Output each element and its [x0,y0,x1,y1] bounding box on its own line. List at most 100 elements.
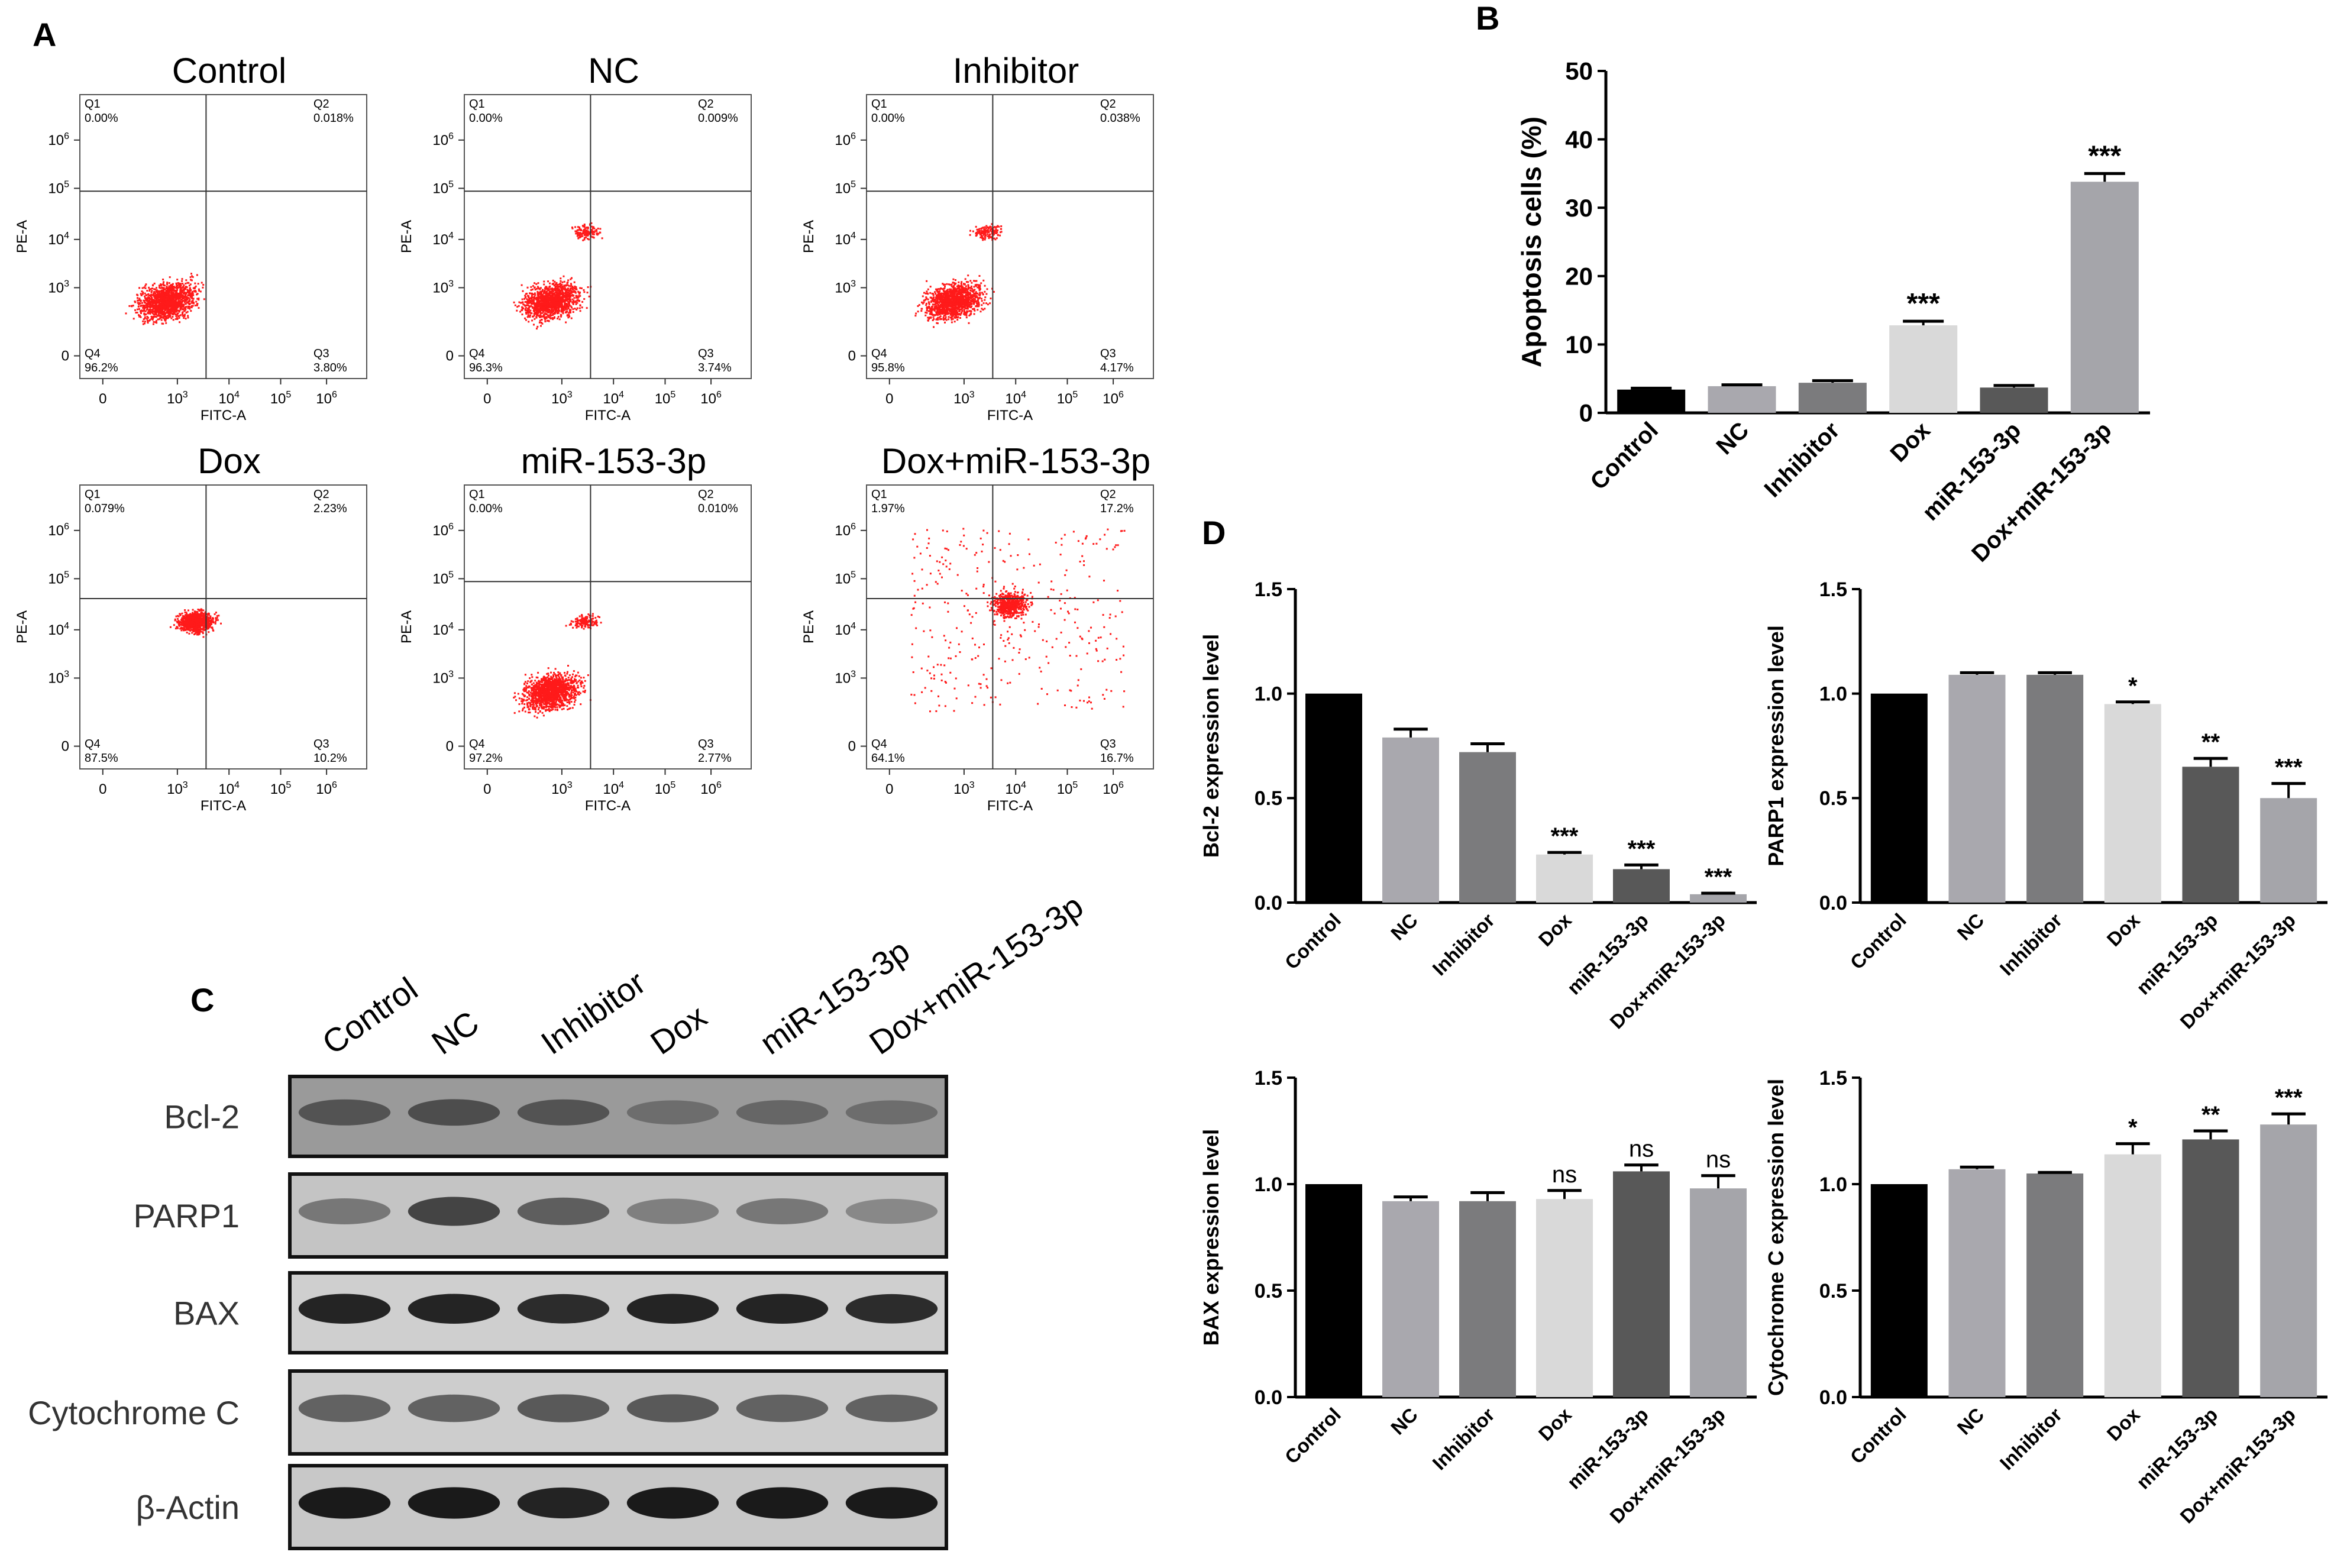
flow-event [560,297,562,299]
flow-event [519,302,522,304]
flow-event [971,298,974,300]
flow-event [958,281,960,283]
flow-event [958,286,960,289]
flow-event [935,300,937,302]
flow-event [953,285,955,287]
flow-event [554,295,557,297]
flow-event [528,298,531,300]
flow-event [969,303,972,305]
flow-event [535,316,538,319]
flow-event [155,303,157,305]
flow-event [596,233,598,235]
flow-event [172,296,174,299]
flow-event [187,294,189,296]
flow-event [936,290,939,293]
flow-event [553,306,555,309]
flow-event [544,287,546,289]
flow-event [981,235,983,237]
quadrant-q3-value: 4.17% [1100,361,1134,374]
flow-event [555,300,557,302]
flow-event [524,301,526,303]
flow-event [977,286,979,289]
flow-event [987,227,990,229]
flow-event [166,295,169,297]
flow-event [981,227,983,229]
flow-event [976,305,978,308]
flow-event [544,295,546,297]
flow-event [569,293,571,296]
flow-event [534,318,536,320]
flow-event [558,288,560,290]
flow-event [178,298,180,300]
flow-event [977,301,979,303]
x-tick-label: 105 [1057,390,1078,407]
flow-event [164,294,167,296]
flow-event [534,289,536,291]
flow-event [154,311,157,313]
flow-event [179,286,182,289]
flow-event [155,320,157,322]
flow-event [568,314,570,316]
flow-event [970,295,972,297]
flow-event [177,296,179,298]
flow-event [136,312,138,313]
flow-event [566,310,568,312]
flow-event [987,303,989,306]
flow-event [536,328,538,330]
flow-event [954,296,956,299]
flow-event [533,306,535,309]
flow-event [988,237,990,240]
flow-event [973,301,975,303]
flow-event [185,296,187,299]
flow-event [972,299,975,302]
flow-event [955,282,957,284]
flow-event [181,280,183,282]
flow-event [536,305,539,307]
flow-event [198,298,200,300]
flow-event [948,312,950,314]
flow-event [543,299,545,302]
flow-event [965,293,968,296]
flow-event [151,318,154,321]
flow-event [196,303,199,305]
flow-event [572,300,574,303]
flow-event [202,286,204,289]
flow-event [190,305,193,307]
flow-event [552,303,554,306]
flow-event [132,305,134,307]
flow-event [955,298,957,300]
flow-event [144,318,146,319]
flow-event [156,302,158,304]
quadrant-q4-name: Q4 [871,347,887,360]
flow-event [181,290,183,292]
flow-event [597,227,599,229]
flow-event [173,624,175,626]
flow-event [522,307,525,309]
flow-event [143,286,146,289]
flow-event [583,238,586,241]
flow-event [974,289,976,291]
flow-event [190,279,193,282]
flow-event [581,306,583,309]
flow-event [930,308,932,310]
flow-event [135,312,137,314]
flow-event [161,309,164,311]
flow-event [180,629,183,632]
flow-event [548,305,551,306]
flow-event [144,284,147,287]
flow-event [981,308,983,310]
flow-event [932,299,933,301]
flow-event [170,309,172,312]
flow-event [541,308,542,311]
flow-event [180,314,182,316]
flow-event [957,313,959,316]
quadrant-q1-value: 0.00% [85,112,118,125]
flow-event [162,279,164,280]
flow-event [151,311,154,313]
flow-event [565,293,567,296]
flow-event [522,303,525,306]
flow-event [968,293,971,295]
flow-event [964,299,966,301]
flow-event [568,304,571,306]
flow-event [161,298,164,300]
